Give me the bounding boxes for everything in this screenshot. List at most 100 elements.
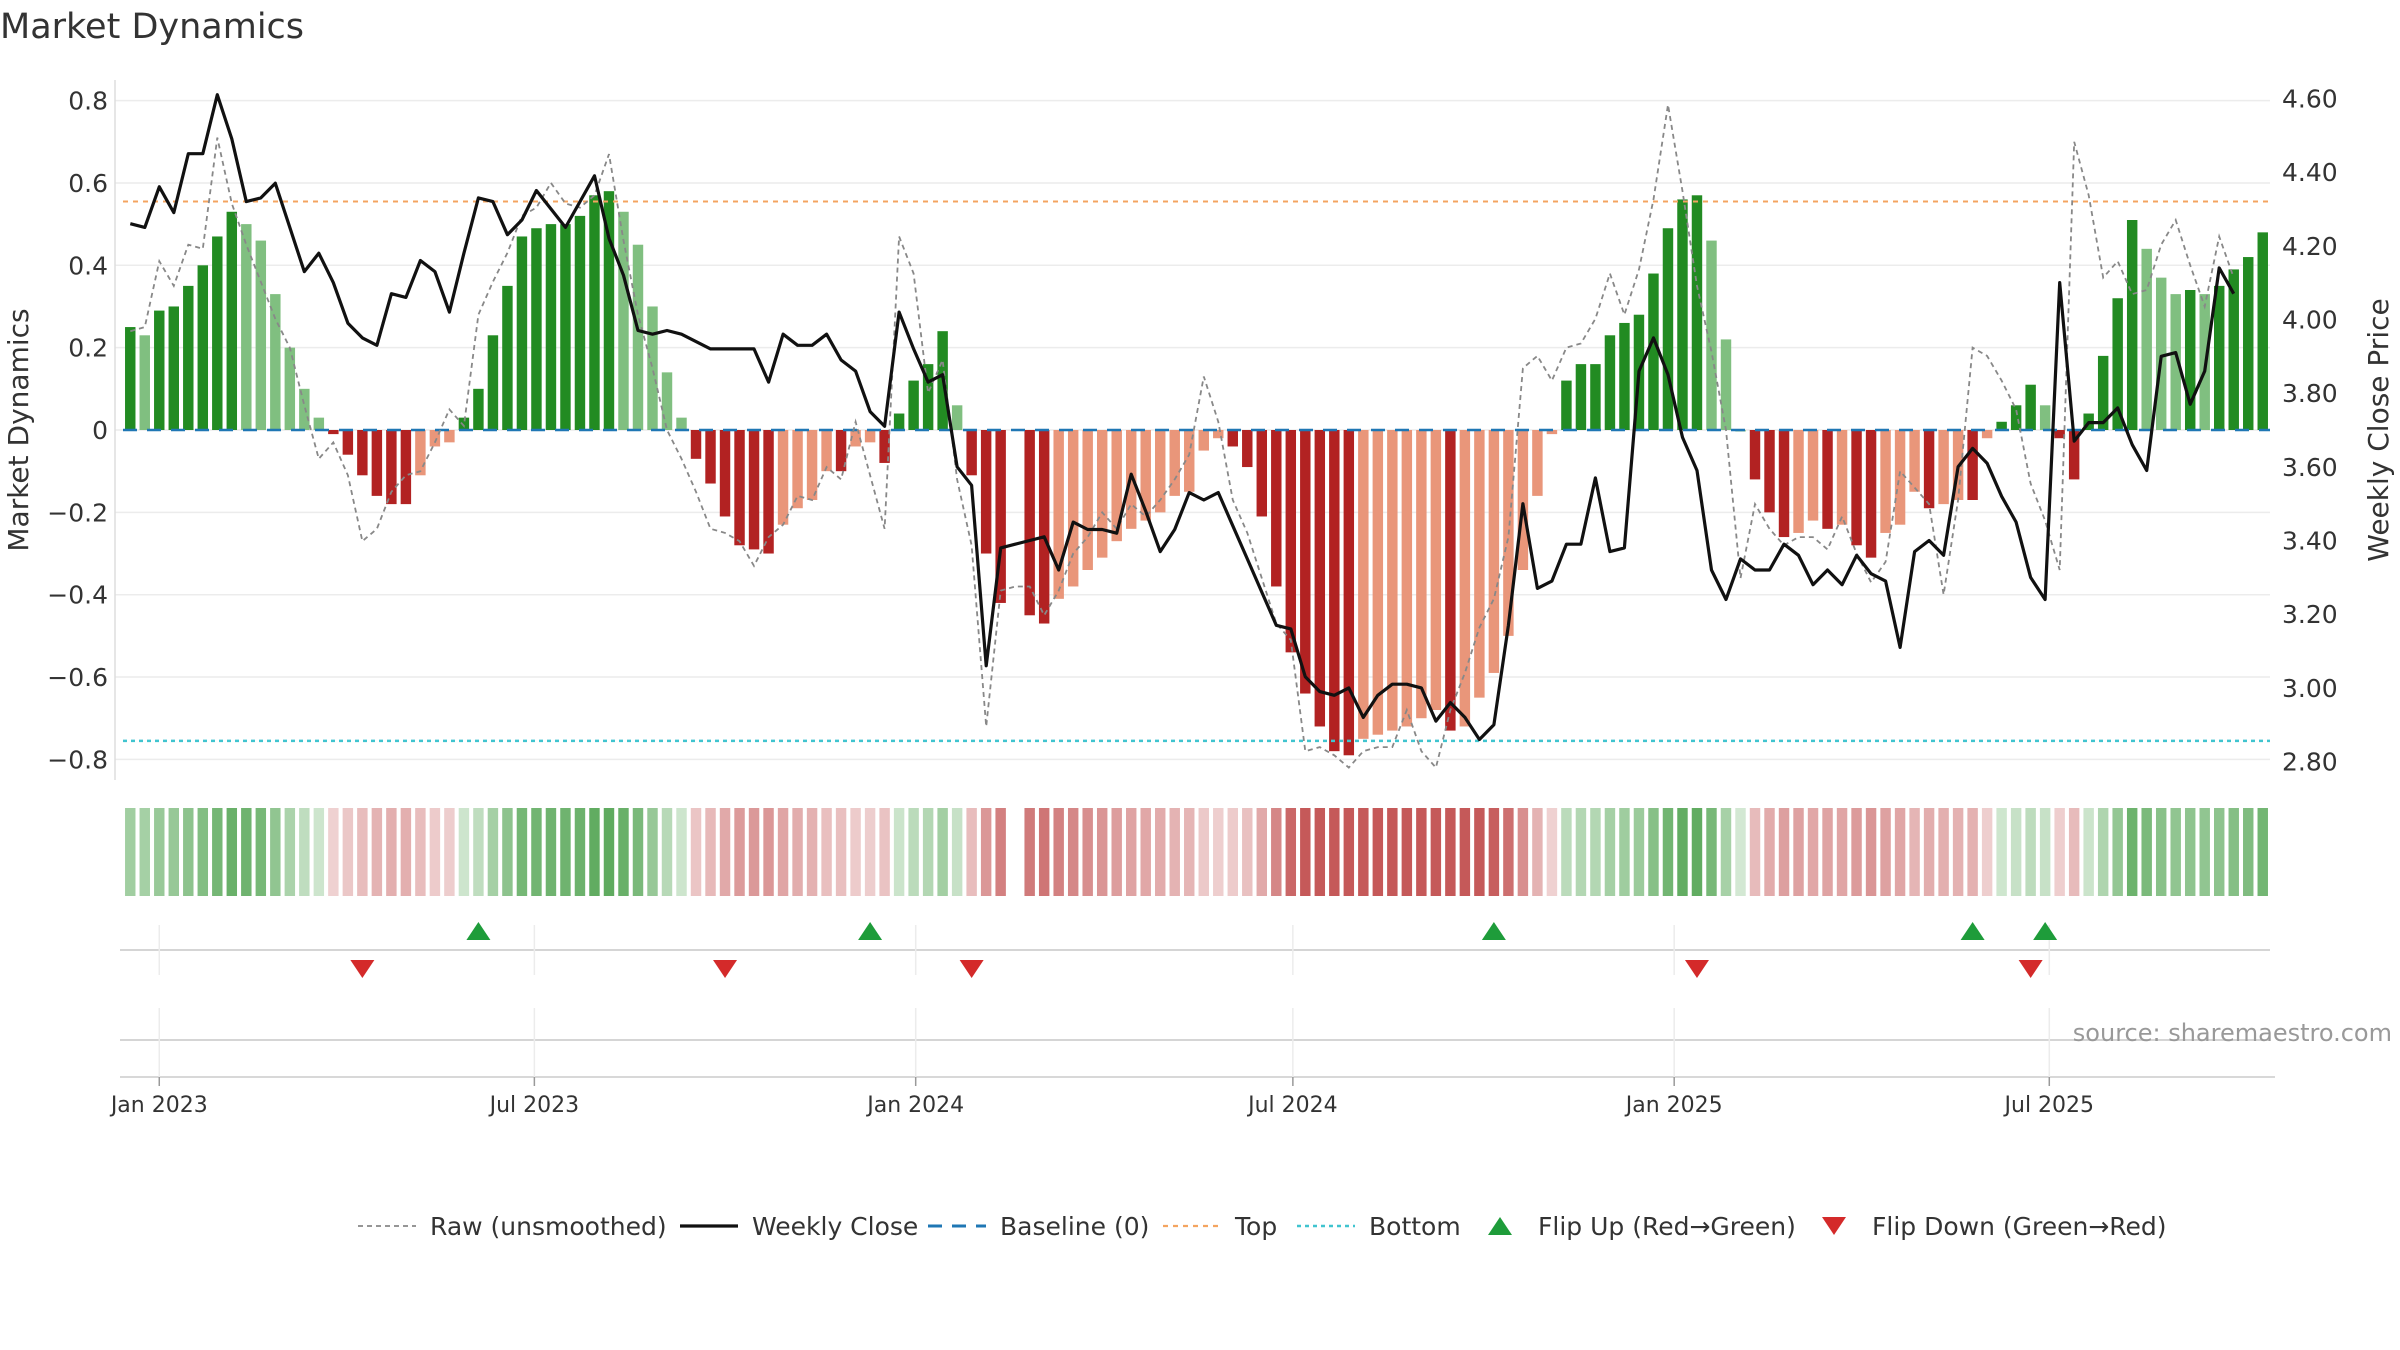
x-tick-label: Jul 2024 [1246,1093,1338,1118]
bar [2141,248,2152,430]
legend-label: Top [1234,1212,1277,1241]
bar [1314,430,1326,727]
strip-cell [574,808,586,896]
legend-label: Flip Down (Green→Red) [1872,1212,2167,1241]
bar [1024,430,1035,616]
legend-label: Flip Up (Red→Green) [1538,1212,1796,1241]
strip-cell [908,808,919,896]
bar [1691,195,1703,430]
strip-cell [1938,808,1949,896]
bar [1474,430,1485,698]
bar [1836,430,1848,525]
strip-cell [603,808,615,896]
strip-cell [2243,808,2254,896]
flip-up-marker [466,922,491,940]
bar [197,265,209,430]
bar [1401,430,1413,727]
bar [1749,430,1761,480]
strip-cell [270,808,281,896]
x-tick-label: Jan 2025 [1624,1093,1723,1118]
bar [1764,430,1775,513]
y-tick-label-right: 4.40 [2282,158,2338,187]
bar [2228,269,2239,430]
bar [1880,430,1891,533]
strip-cell [1329,808,1340,896]
strip-cell [589,808,600,896]
line-layer [123,93,2270,770]
strip-cell [1880,808,1891,896]
legend-flip-up-icon [1488,1217,1512,1235]
bar [2068,430,2080,480]
strip-cell [850,808,861,896]
strip-cell [661,808,673,896]
bar [1169,430,1180,496]
bar [1271,430,1282,587]
regime-strip [125,808,2268,896]
bar [357,430,368,476]
bar [2243,257,2254,430]
strip-cell [1909,808,1920,896]
bar [850,430,861,447]
strip-cell [444,808,455,896]
y-tick-label-right: 4.60 [2282,84,2338,113]
flip-down-marker [959,960,984,978]
bar [429,430,441,447]
bar [1546,430,1558,435]
bar [1517,430,1529,570]
bar [487,335,499,430]
strip-cell [1096,808,1108,896]
strip-cell [1488,808,1500,896]
bar [226,211,238,430]
strip-cell [1619,808,1630,896]
strip-cell [1604,808,1616,896]
bar [1416,430,1427,719]
strip-cell [2214,808,2225,896]
strip-cell [835,808,847,896]
strip-cell [1227,808,1238,896]
bar [1619,322,1630,430]
flip-panel [120,922,2270,1077]
strip-cell [2170,808,2181,896]
strip-cell [1575,808,1587,896]
strip-cell [560,808,571,896]
strip-cell [806,808,818,896]
bar [2184,290,2196,430]
strip-cell [2199,808,2210,896]
strip-cell [2184,808,2196,896]
strip-cell [1271,808,1282,896]
bar [2054,430,2065,439]
bar [1851,430,1862,546]
bar [1822,430,1833,529]
bar [255,240,267,430]
bar [792,430,803,509]
strip-cell [777,808,789,896]
bar [951,405,963,430]
y-tick-label-right: 3.00 [2282,674,2338,703]
strip-cell [1561,808,1572,896]
bar [1807,430,1819,521]
bar [1981,430,1993,439]
strip-cell [922,808,934,896]
weekly-close-line [129,93,2236,742]
y-tick-label-right: 3.40 [2282,527,2338,556]
bar [1923,430,1935,509]
strip-cell [487,808,499,896]
strip-cell [1851,808,1862,896]
strip-cell [1314,808,1326,896]
strip-cell [1372,808,1384,896]
strip-cell [647,808,658,896]
y-tick-label-left: 0.2 [68,334,108,363]
bar [1343,430,1355,756]
bar [980,430,992,554]
bar [1778,430,1790,538]
y-tick-label-left: −0.6 [47,663,108,692]
strip-cell [371,808,383,896]
bar [574,215,586,430]
bar [661,372,673,430]
strip-cell [2228,808,2239,896]
bar [2170,294,2181,430]
strip-cell [342,808,354,896]
bar [1590,364,1601,430]
bar [1082,430,1093,570]
strip-cell [1894,808,1906,896]
